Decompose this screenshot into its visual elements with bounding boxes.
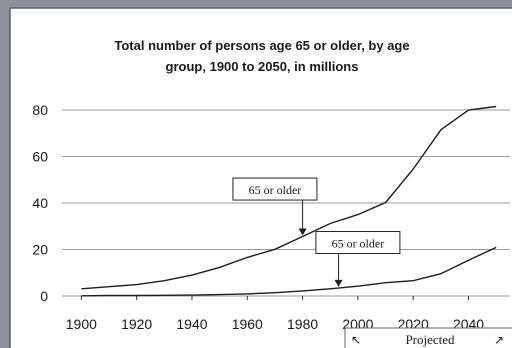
y-tick-label: 60 — [32, 149, 48, 165]
y-tick-label: 40 — [32, 195, 48, 211]
annotation-box — [315, 231, 401, 255]
chart-title-line-2: group, 1900 to 2050, in millions — [166, 59, 359, 74]
projected-legend: ↖ Projected ↗ — [344, 327, 512, 348]
x-tick-label: 1960 — [232, 316, 263, 332]
gridlines — [62, 109, 510, 297]
y-tick-label: 0 — [40, 288, 48, 304]
projected-left-arrow: ↖ — [351, 333, 361, 347]
chart-title-line-1: Total number of persons age 65 or older,… — [114, 38, 409, 53]
y-axis-ticks: 0 20 40 60 80 — [32, 102, 48, 304]
x-axis-ticks: 1900 1920 1940 1960 1980 2000 2020 2040 — [66, 296, 484, 332]
projected-label: Projected — [405, 332, 455, 347]
series-line-2 — [81, 246, 497, 297]
annotation-label: 65 or older — [249, 183, 302, 197]
annotation-box — [232, 177, 318, 201]
x-tick-label: 1980 — [287, 316, 318, 332]
y-tick-label: 20 — [32, 242, 48, 258]
x-tick-label: 1900 — [66, 316, 97, 332]
projected-box — [344, 327, 512, 348]
series-lines — [81, 105, 497, 297]
annotation-arrowhead — [334, 279, 343, 287]
projected-right-arrow: ↗ — [494, 333, 504, 347]
x-tick-label: 1940 — [176, 316, 207, 332]
x-tick-label: 1920 — [121, 316, 152, 332]
y-tick-label: 80 — [32, 102, 48, 118]
annotation-label: 65 or older — [332, 237, 385, 251]
annotations: 65 or older 65 or older — [232, 177, 401, 287]
annotation-arrowhead — [298, 228, 307, 236]
series-line-1 — [81, 105, 497, 290]
